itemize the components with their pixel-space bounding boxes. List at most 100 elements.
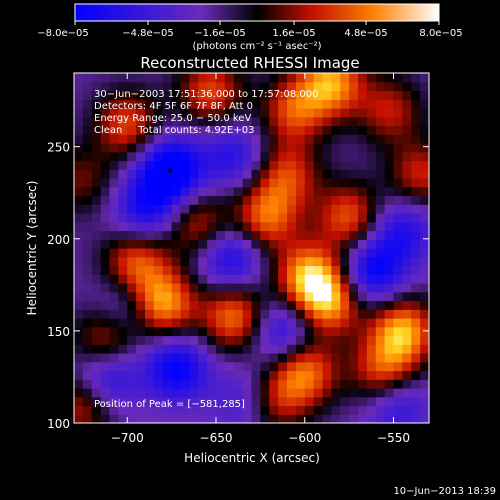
heatmap-cell	[100, 388, 111, 398]
heatmap-cell	[100, 326, 111, 337]
heatmap-cell	[287, 230, 297, 240]
heatmap-cell	[127, 265, 137, 275]
heatmap-cell	[109, 256, 119, 267]
heatmap-cell	[82, 90, 93, 100]
heatmap-cell	[224, 108, 235, 118]
heatmap-cell	[153, 318, 164, 328]
heatmap-cell	[118, 239, 128, 249]
heatmap-cell	[384, 265, 395, 275]
heatmap-cell	[242, 213, 253, 223]
heatmap-cell	[82, 81, 93, 92]
heatmap-cell	[313, 309, 324, 319]
heatmap-cell	[420, 160, 429, 170]
heatmap-cell	[180, 361, 190, 372]
heatmap-cell	[251, 134, 261, 144]
heatmap-cell	[411, 195, 421, 205]
heatmap-cell	[411, 213, 421, 223]
heatmap-cell	[145, 300, 155, 310]
heatmap-cell	[153, 414, 164, 423]
heatmap-cell	[171, 309, 182, 319]
heatmap-cell	[420, 143, 429, 153]
heatmap-cell	[136, 204, 146, 214]
heatmap-cell	[384, 300, 395, 310]
heatmap-cell	[242, 265, 253, 275]
heatmap-cell	[313, 99, 324, 109]
heatmap-cell	[287, 99, 297, 109]
heatmap-cell	[91, 318, 102, 328]
heatmap-cell	[269, 283, 279, 293]
heatmap-cell	[313, 169, 324, 179]
heatmap-cell	[109, 353, 119, 363]
heatmap-cell	[295, 213, 306, 223]
heatmap-cell	[375, 326, 386, 337]
heatmap-cell	[91, 169, 102, 179]
heatmap-cell	[251, 90, 261, 100]
heatmap-cell	[180, 125, 190, 135]
heatmap-cell	[251, 370, 261, 380]
heatmap-cell	[287, 73, 297, 83]
heatmap-cell	[269, 90, 279, 100]
heatmap-cell	[198, 134, 208, 144]
heatmap-cell	[91, 248, 102, 258]
heatmap-cell	[349, 116, 359, 127]
heatmap-cell	[313, 361, 324, 372]
heatmap-cell	[331, 169, 341, 179]
heatmap-cell	[233, 256, 244, 267]
heatmap-cell	[74, 90, 84, 100]
heatmap-cell	[153, 326, 164, 337]
heatmap-cell	[331, 143, 341, 153]
heatmap-cell	[74, 344, 84, 354]
heatmap-cell	[189, 186, 199, 197]
heatmap-cell	[153, 361, 164, 372]
heatmap-cell	[136, 151, 146, 162]
heatmap-cell	[322, 265, 332, 275]
heatmap-cell	[260, 125, 270, 135]
heatmap-cell	[233, 344, 244, 354]
heatmap-cell	[207, 221, 217, 232]
heatmap-cell	[74, 204, 84, 214]
heatmap-cell	[340, 73, 350, 83]
x-tick-label: −650	[200, 431, 233, 445]
heatmap-cell	[304, 125, 315, 135]
heatmap-cell	[402, 143, 412, 153]
heatmap-cell	[91, 291, 102, 302]
heatmap-cell	[331, 274, 341, 284]
heatmap-cell	[118, 134, 128, 144]
heatmap-cell	[331, 178, 341, 188]
heatmap-cell	[136, 405, 146, 415]
heatmap-cell	[153, 134, 164, 144]
heatmap-cell	[162, 396, 173, 407]
heatmap-cell	[82, 143, 93, 153]
heatmap-cell	[109, 239, 119, 249]
heatmap-cell	[331, 125, 341, 135]
heatmap-cell	[127, 414, 137, 423]
heatmap-cell	[349, 213, 359, 223]
heatmap-cell	[375, 248, 386, 258]
heatmap-cell	[74, 361, 84, 372]
heatmap-cell	[207, 326, 217, 337]
heatmap-cell	[287, 335, 297, 345]
heatmap-cell	[349, 186, 359, 197]
heatmap-cell	[91, 108, 102, 118]
heatmap-cell	[322, 178, 332, 188]
heatmap-cell	[358, 396, 368, 407]
heatmap-cell	[136, 81, 146, 92]
heatmap-cell	[82, 99, 93, 109]
heatmap-cell	[358, 405, 368, 415]
heatmap-cell	[216, 379, 226, 389]
heatmap-cell	[180, 379, 190, 389]
heatmap-cell	[216, 204, 226, 214]
heatmap-cell	[109, 99, 119, 109]
heatmap-cell	[304, 134, 315, 144]
heatmap-cell	[287, 300, 297, 310]
heatmap-cell	[189, 221, 199, 232]
heatmap-cell	[287, 169, 297, 179]
heatmap-cell	[145, 213, 155, 223]
heatmap-cell	[224, 151, 235, 162]
heatmap-cell	[313, 221, 324, 232]
heatmap-cell	[145, 335, 155, 345]
heatmap-cell	[304, 230, 315, 240]
heatmap-cell	[358, 73, 368, 83]
heatmap-cell	[233, 326, 244, 337]
heatmap-cell	[153, 274, 164, 284]
